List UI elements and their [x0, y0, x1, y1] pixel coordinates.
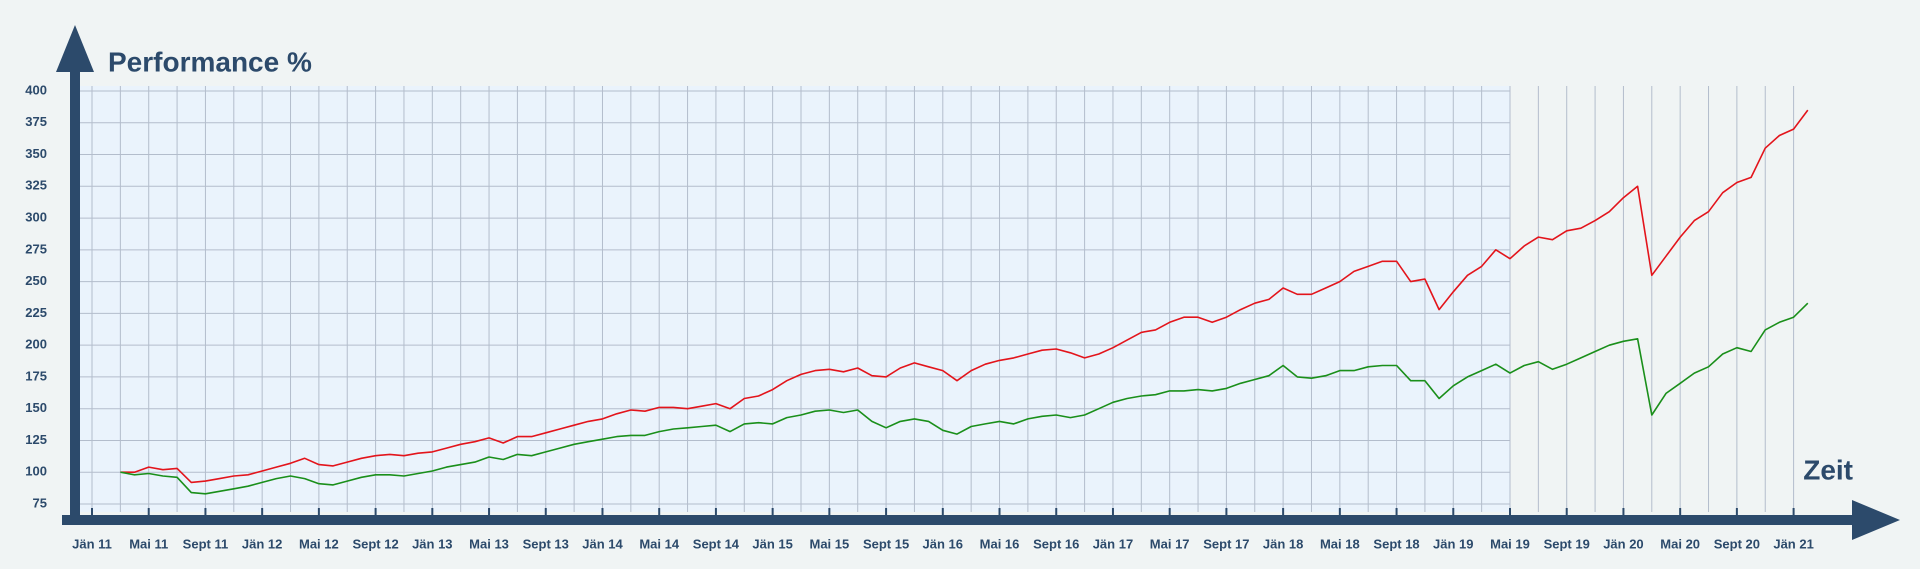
- x-tick-label: Mai 13: [469, 536, 509, 551]
- y-tick-label: 250: [25, 273, 47, 288]
- y-axis: [70, 70, 80, 525]
- x-tick-label: Sept 15: [863, 536, 909, 551]
- x-tick-label: Mai 11: [129, 536, 168, 551]
- y-tick-label: 150: [25, 400, 47, 415]
- x-tick-label: Jän 19: [1433, 536, 1473, 551]
- x-tick-label: Mai 12: [299, 536, 339, 551]
- x-tick-label: Mai 15: [809, 536, 849, 551]
- x-tick-label: Jän 13: [412, 536, 452, 551]
- x-tick-label: Mai 18: [1320, 536, 1360, 551]
- x-tick-label: Jän 18: [1263, 536, 1303, 551]
- x-tick-label: Mai 17: [1150, 536, 1190, 551]
- x-tick-label: Mai 16: [980, 536, 1020, 551]
- y-tick-label: 300: [25, 210, 47, 225]
- grid: [72, 86, 1795, 512]
- x-tick-label: Sept 19: [1544, 536, 1590, 551]
- x-tick-label: Jän 20: [1603, 536, 1643, 551]
- x-tick-label: Sept 16: [1033, 536, 1079, 551]
- x-tick-label: Jän 12: [242, 536, 282, 551]
- lines: [120, 109, 1809, 495]
- x-axis-arrow: [1852, 500, 1900, 540]
- y-tick-label: 400: [25, 82, 47, 97]
- x-tick-label: Jän 15: [752, 536, 792, 551]
- y-tick-label: 200: [25, 337, 47, 352]
- x-axis: [62, 515, 1862, 525]
- x-tick-label: Sept 13: [523, 536, 569, 551]
- y-tick-label: 75: [33, 495, 47, 510]
- x-tick-label: Sept 11: [183, 536, 229, 551]
- y-tick-label: 275: [25, 241, 47, 256]
- y-tick-label: 100: [25, 464, 47, 479]
- x-tick-label: Mai 20: [1660, 536, 1700, 551]
- x-tick-label: Mai 14: [639, 536, 680, 551]
- y-axis-arrow: [56, 25, 94, 72]
- x-axis-label: Zeit: [1803, 454, 1853, 485]
- x-tick-label: Sept 14: [693, 536, 740, 551]
- x-tick-label: Jän 14: [582, 536, 623, 551]
- x-tick-label: Sept 18: [1373, 536, 1419, 551]
- x-tick-label: Sept 12: [352, 536, 398, 551]
- series-line: [120, 302, 1809, 495]
- x-tick-label: Jän 17: [1093, 536, 1133, 551]
- x-tick-label: Mai 19: [1490, 536, 1530, 551]
- x-tick-label: Jän 11: [72, 536, 112, 551]
- y-tick-label: 125: [25, 432, 47, 447]
- y-tick-label: 325: [25, 178, 47, 193]
- y-tick-label: 225: [25, 305, 47, 320]
- x-tick-label: Jän 16: [923, 536, 963, 551]
- y-tick-label: 350: [25, 146, 47, 161]
- chart-title: Performance %: [108, 46, 312, 77]
- x-tick-label: Jän 21: [1773, 536, 1813, 551]
- y-tick-label: 175: [25, 368, 47, 383]
- x-tick-label: Sept 20: [1714, 536, 1760, 551]
- plot-area: [72, 86, 1510, 512]
- series-line: [120, 109, 1809, 484]
- x-tick-label: Sept 17: [1203, 536, 1249, 551]
- y-tick-label: 375: [25, 114, 47, 129]
